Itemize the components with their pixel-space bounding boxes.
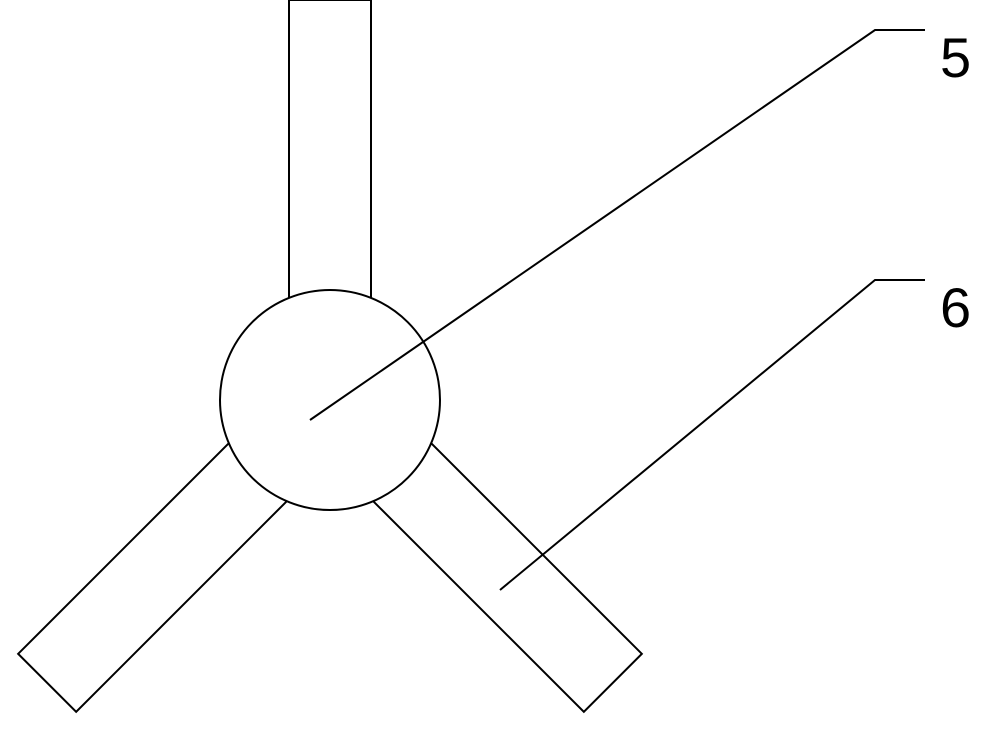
blade-top	[289, 0, 371, 298]
callout-label-5: 5	[940, 25, 971, 90]
blade-bottom-right	[373, 443, 642, 712]
hub-circle	[220, 290, 440, 510]
callout-label-6: 6	[940, 275, 971, 340]
callout-leader-6	[500, 280, 925, 590]
blade-bottom-left	[18, 443, 287, 712]
